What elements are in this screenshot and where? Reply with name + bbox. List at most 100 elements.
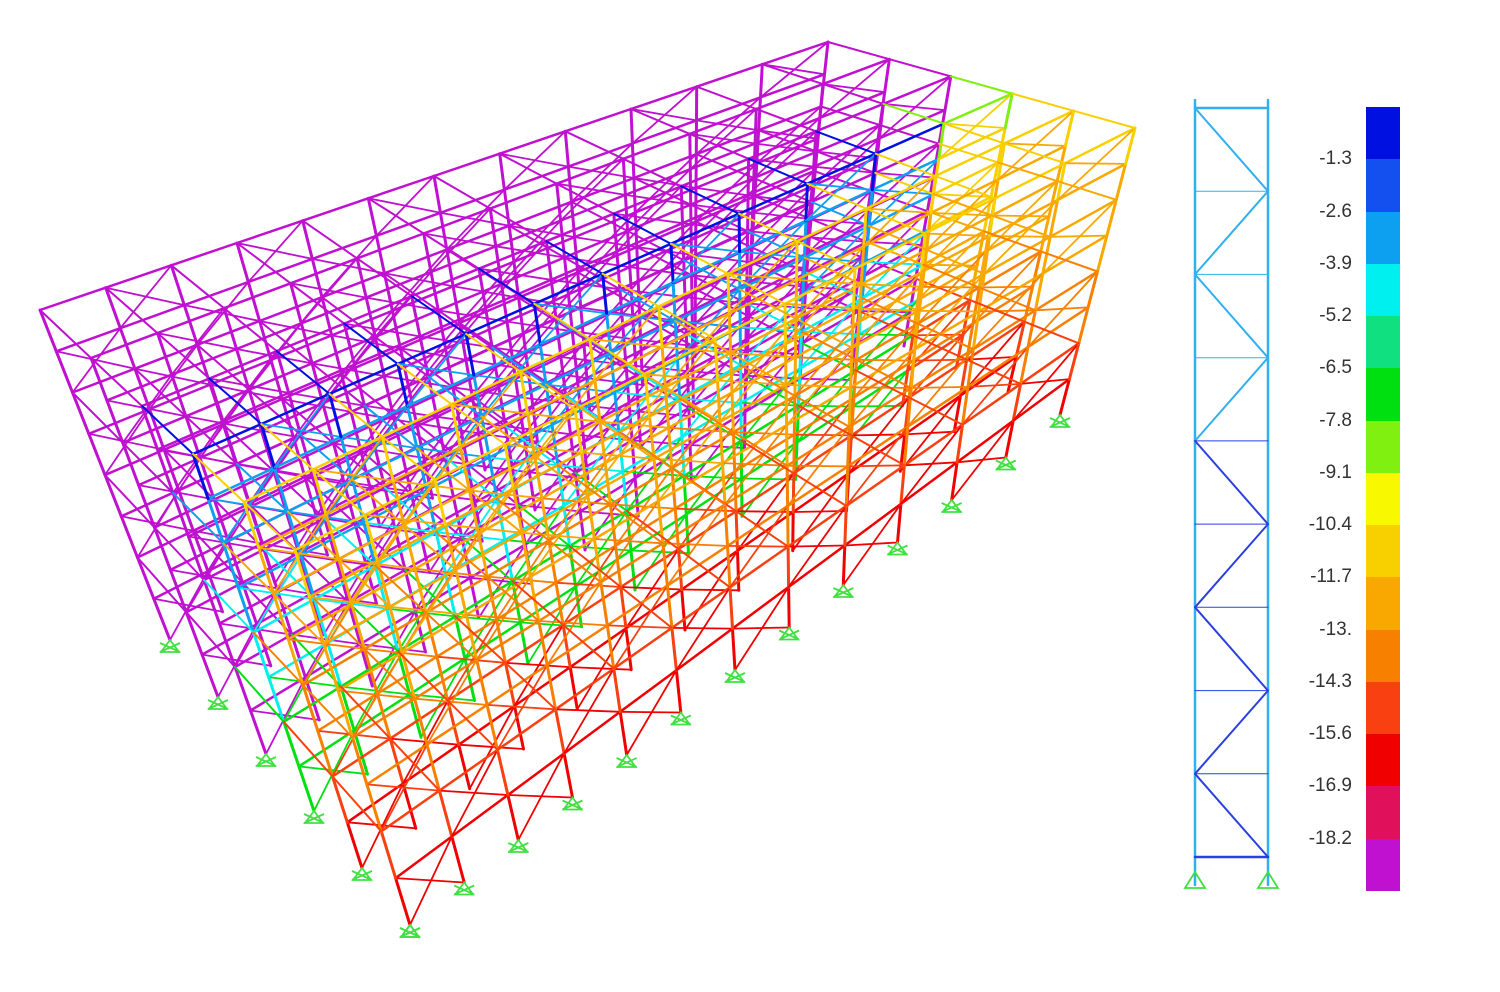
brace (681, 222, 749, 233)
column (503, 538, 514, 583)
beam (726, 239, 799, 276)
brace (249, 709, 321, 721)
brace (785, 383, 852, 389)
brace (533, 302, 608, 315)
beam (394, 835, 454, 880)
column (191, 452, 210, 501)
beam (803, 224, 871, 259)
beam (977, 272, 1045, 313)
column (1019, 345, 1030, 386)
column (464, 613, 479, 662)
beam (746, 165, 815, 197)
brace (910, 385, 969, 389)
beam (156, 306, 226, 335)
beam (752, 150, 819, 180)
cross-beam (153, 526, 205, 581)
beam (301, 197, 370, 222)
legend-label: -1.3 (1319, 148, 1352, 170)
brace (726, 545, 789, 548)
beam (365, 743, 429, 786)
beam (757, 105, 823, 132)
column (310, 257, 324, 299)
beam (798, 333, 861, 370)
column (498, 152, 506, 192)
beam (993, 161, 1067, 200)
beam (523, 510, 582, 546)
beam (328, 362, 400, 396)
column (1026, 308, 1037, 349)
brace (630, 108, 698, 122)
beam (739, 367, 802, 405)
beam (364, 270, 433, 299)
beam (972, 309, 1037, 351)
column (226, 539, 244, 585)
column (726, 544, 732, 589)
beam (457, 704, 516, 746)
column (359, 448, 372, 490)
column (955, 423, 964, 464)
column (896, 502, 903, 544)
support-icon (453, 881, 475, 896)
beam (468, 454, 536, 492)
beam (878, 108, 947, 140)
cross-beam (468, 489, 523, 534)
brace (457, 743, 525, 750)
cross-beam (806, 182, 868, 210)
brace (812, 165, 877, 174)
cross-beam (795, 317, 854, 349)
beam (806, 152, 877, 185)
cross-beam (458, 322, 514, 361)
column (475, 658, 489, 707)
brace (311, 257, 386, 275)
brace (1064, 162, 1127, 165)
beam (222, 282, 292, 310)
cross-beam (185, 611, 236, 668)
column (342, 322, 356, 367)
cross-beam (381, 435, 436, 481)
beam (396, 332, 468, 366)
column (857, 282, 863, 324)
brace (903, 430, 956, 436)
column (438, 211, 449, 251)
cross-beam (882, 102, 945, 125)
brace (624, 193, 692, 206)
beam (723, 464, 789, 506)
column (1003, 92, 1014, 130)
brace (619, 710, 682, 714)
beam (316, 692, 379, 733)
beam (965, 320, 1026, 361)
column (755, 128, 761, 165)
brace (450, 403, 529, 415)
brace (903, 461, 958, 467)
beam (435, 385, 501, 419)
cross-beam (223, 307, 278, 353)
cross-beam (301, 219, 359, 260)
beam (1003, 109, 1075, 145)
column (746, 193, 750, 233)
beam (353, 492, 413, 525)
beam (311, 445, 376, 478)
cross-beam (562, 623, 615, 670)
column (307, 595, 326, 646)
cross-beam (498, 152, 558, 185)
cross-beam (813, 170, 872, 193)
cross-beam (1023, 320, 1080, 345)
cross-beam (796, 240, 856, 270)
brace (468, 489, 543, 500)
column (580, 451, 590, 498)
column (1063, 109, 1076, 148)
cross-beam (450, 403, 506, 446)
beam (477, 239, 548, 270)
brace (633, 338, 694, 347)
cross-beam (555, 182, 615, 215)
beam (287, 602, 353, 641)
beam (258, 295, 324, 323)
beam (961, 382, 1022, 426)
cross-beam (340, 372, 395, 417)
cross-beam (632, 177, 692, 206)
brace (363, 404, 438, 418)
cross-beam (854, 369, 911, 399)
cross-beam (156, 332, 211, 380)
cross-beam (389, 737, 441, 792)
cross-beam (755, 108, 817, 133)
